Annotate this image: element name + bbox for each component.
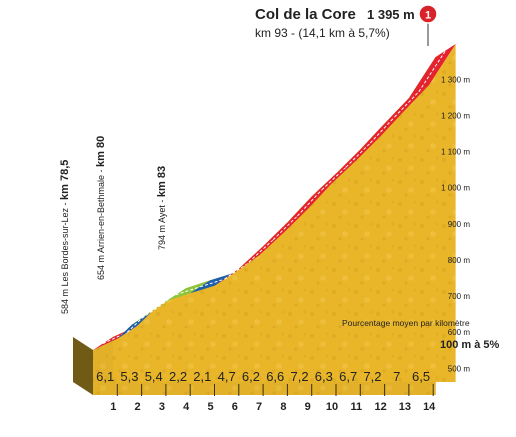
x-tick-label: 1 xyxy=(110,401,116,413)
summit-marker-number: 1 xyxy=(425,10,431,22)
waypoint-labels: 584 m Les Bordes-sur-Lez - km 78,5 654 m … xyxy=(59,136,168,314)
strip-dash xyxy=(175,286,201,296)
x-tick-label: 9 xyxy=(305,401,311,413)
profile-gradient-strip xyxy=(93,43,456,350)
climb-altitude: 1 395 m xyxy=(367,7,415,22)
summit-marker-icon xyxy=(418,4,438,24)
y-axis-labels: 500 m 600 m 700 m 800 m 900 m 1 000 m 1 100 m 1… xyxy=(441,75,470,373)
waypoint-name: 654 m Arrien-en-Bethmale - xyxy=(96,167,106,280)
y-tick-label: 500 m xyxy=(448,364,471,373)
gradient-label: 7,2 xyxy=(291,369,309,384)
gradient-label: 2,1 xyxy=(193,369,211,384)
profile-top-surface xyxy=(113,43,456,383)
y-tick-label: 1 300 m xyxy=(441,75,470,84)
scale-note: 100 m à 5% xyxy=(440,339,500,351)
gradient-label: 5,4 xyxy=(145,369,163,384)
strip-dash xyxy=(321,166,347,191)
y-tick-label: 1 100 m xyxy=(441,148,470,157)
waypoint-label: 794 m Ayet - km 83 xyxy=(156,166,168,250)
strip-segment xyxy=(408,43,456,99)
x-tick-label: 12 xyxy=(374,401,386,413)
x-tick-label: 13 xyxy=(399,401,411,413)
strip-dash xyxy=(369,116,395,144)
waypoint-name: 794 m Ayet - xyxy=(157,197,167,250)
gradient-label: 7,2 xyxy=(363,369,381,384)
gradient-label: 6,3 xyxy=(315,369,333,384)
y-tick-label: 600 m xyxy=(448,328,471,337)
gradient-label: 7 xyxy=(393,369,400,384)
gradient-label: 6,6 xyxy=(266,369,284,384)
x-tick-label: 5 xyxy=(207,401,213,413)
gradient-label: 5,3 xyxy=(120,369,138,384)
strip-dash xyxy=(126,317,143,333)
waypoint-label: 654 m Arrien-en-Bethmale - km 80 xyxy=(95,136,107,280)
climb-title: Col de la Core xyxy=(255,6,356,23)
profile-surface xyxy=(113,43,456,383)
strip-dash xyxy=(248,239,274,263)
y-tick-label: 900 m xyxy=(448,220,471,229)
gradient-label: 4,7 xyxy=(218,369,236,384)
waypoint-name: 584 m Les Bordes-sur-Lez - xyxy=(60,200,70,314)
gradient-label: 6,1 xyxy=(96,369,114,384)
profile-side-face xyxy=(73,337,93,395)
strip-dash xyxy=(141,294,177,319)
strip-dash xyxy=(297,189,323,217)
gradient-labels: 6,1 5,3 5,4 2,2 2,1 4,7 6,2 6,6 7,2 6,3 6,7 7,2 7 6,5 xyxy=(96,369,430,384)
gradient-label: 2,2 xyxy=(169,369,187,384)
y-tick-label: 1 000 m xyxy=(441,184,470,193)
x-tick-label: 4 xyxy=(183,401,190,413)
y-tick-label: 1 200 m xyxy=(441,111,470,120)
x-axis-km-labels: 1 2 3 4 5 6 7 8 9 10 11 12 13 14 xyxy=(110,384,436,413)
waypoint-km: km 83 xyxy=(156,166,168,197)
x-tick-label: 3 xyxy=(159,401,165,413)
gradient-label: 6,2 xyxy=(242,369,260,384)
waypoint-km: km 80 xyxy=(95,136,107,167)
climb-subtitle: km 93 - (14,1 km à 5,7%) xyxy=(255,26,390,40)
x-tick-label: 11 xyxy=(350,401,362,413)
x-tick-label: 8 xyxy=(280,401,286,413)
gradient-label: 6,5 xyxy=(412,369,430,384)
x-tick-label: 14 xyxy=(423,401,436,413)
gradient-label: 6,7 xyxy=(339,369,357,384)
waypoint-km: km 78,5 xyxy=(59,160,71,200)
strip-dash xyxy=(345,142,371,168)
strip-dash xyxy=(394,91,420,118)
x-tick-label: 10 xyxy=(326,401,338,413)
strip-dash xyxy=(418,50,447,92)
y-tick-label: 800 m xyxy=(448,256,471,265)
x-tick-label: 6 xyxy=(232,401,238,413)
strip-dash xyxy=(272,215,298,241)
percent-note: Pourcentage moyen par kilomètre xyxy=(342,318,470,328)
x-tick-label: 7 xyxy=(256,401,262,413)
y-tick-label: 700 m xyxy=(448,292,471,301)
waypoint-label: 584 m Les Bordes-sur-Lez - km 78,5 xyxy=(59,160,71,314)
strip-dash xyxy=(200,278,225,288)
x-tick-label: 2 xyxy=(135,401,141,413)
